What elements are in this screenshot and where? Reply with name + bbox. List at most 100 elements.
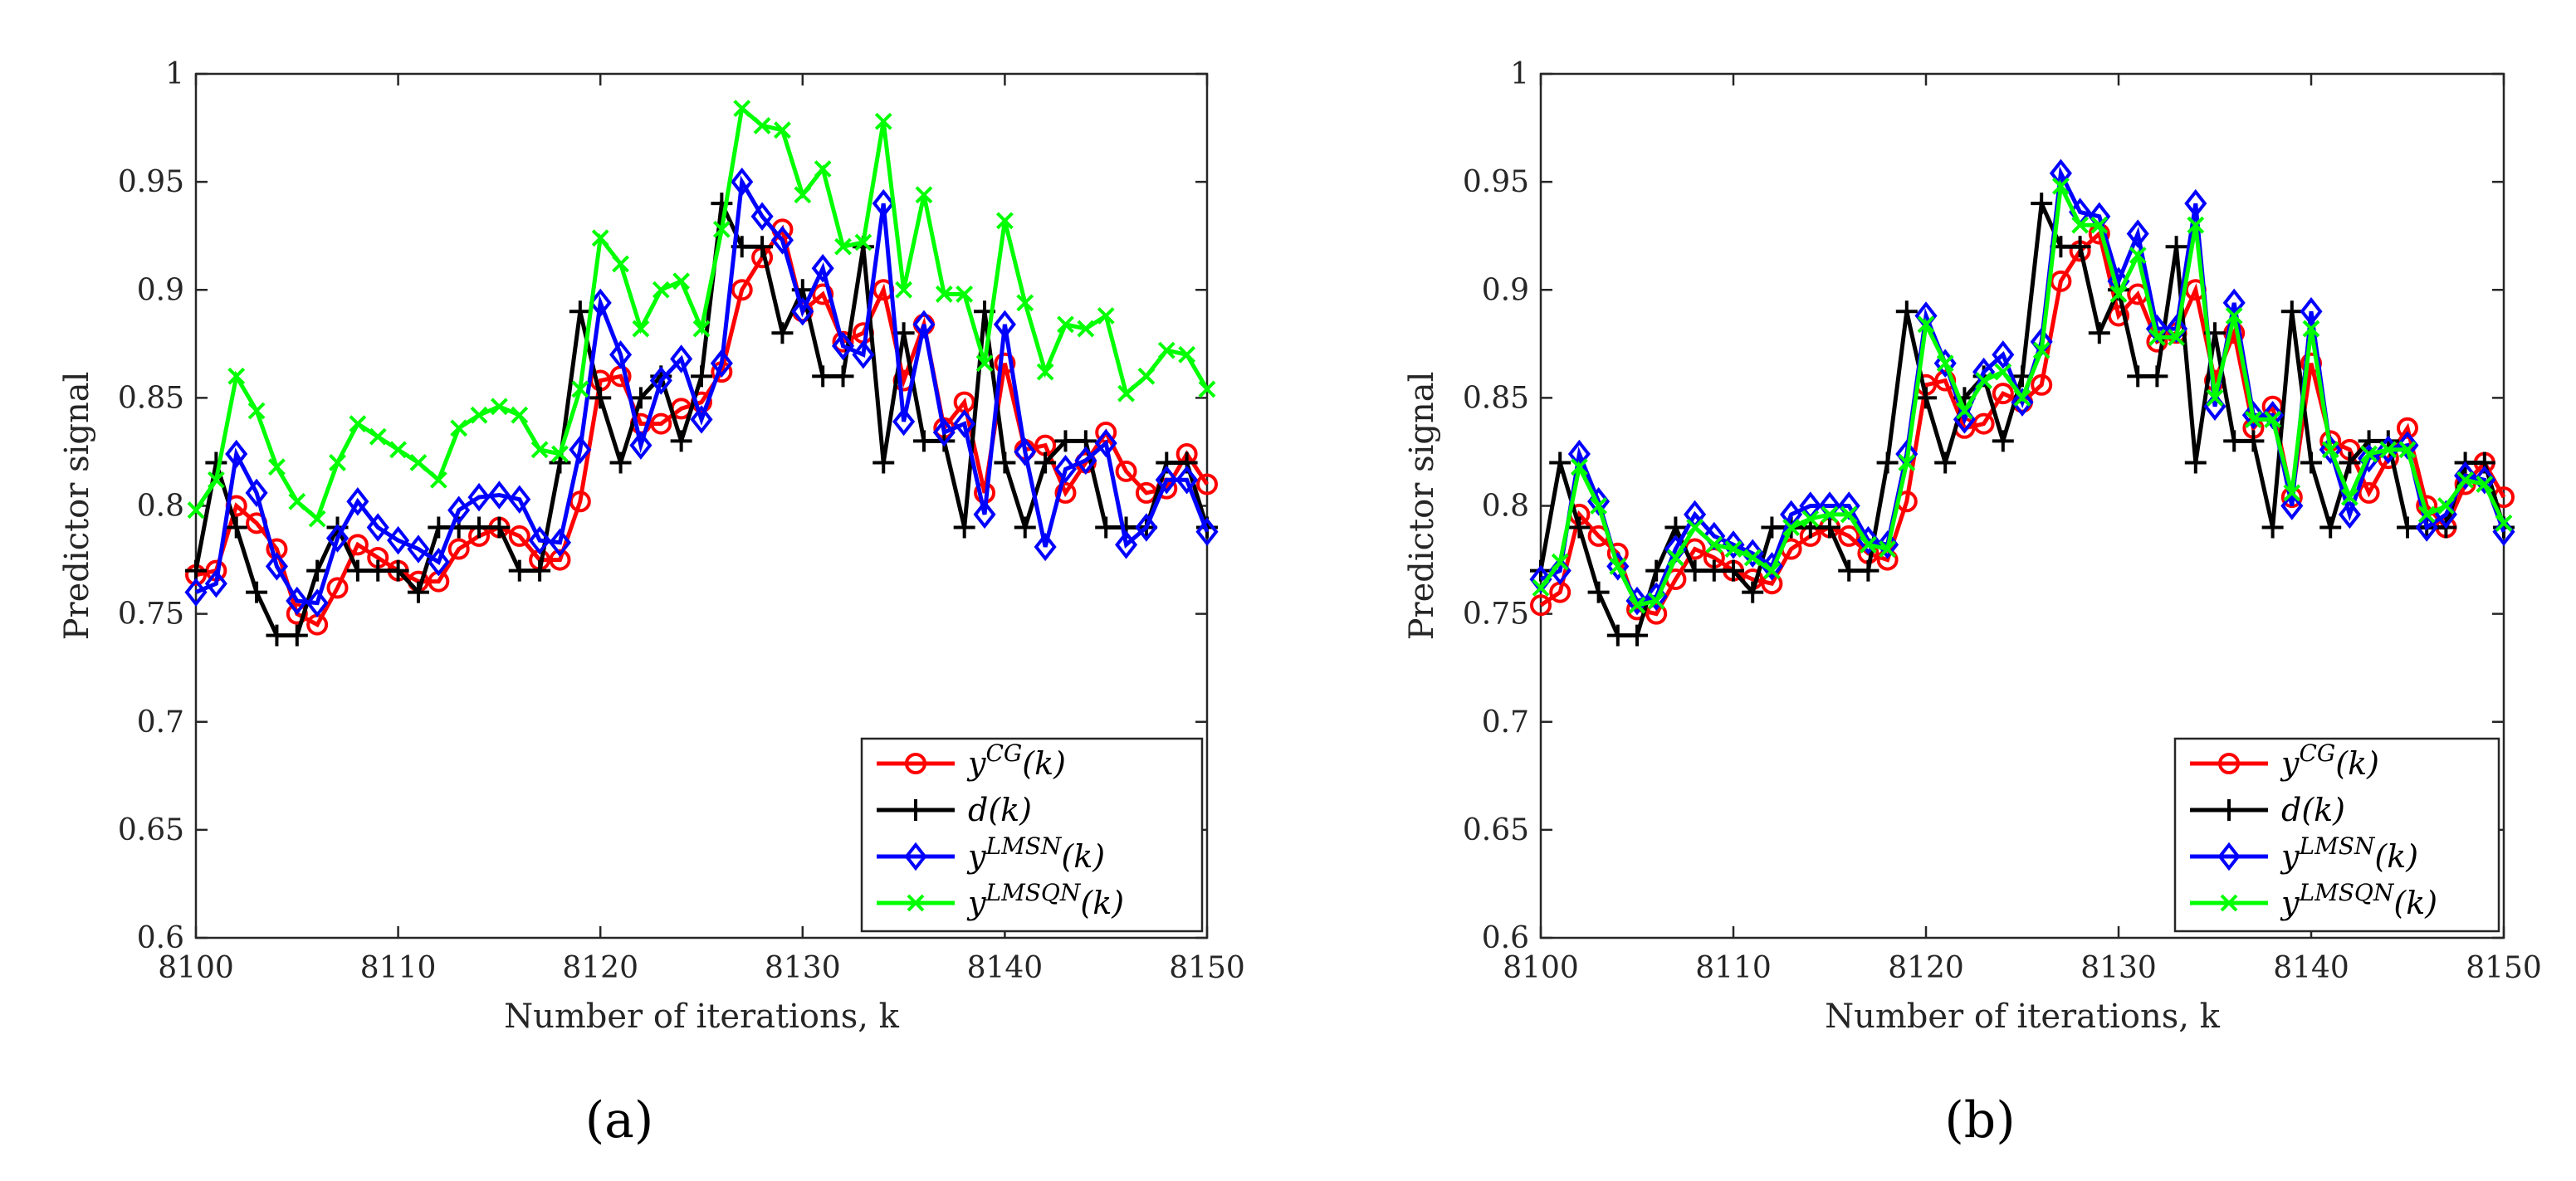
data-point	[2397, 417, 2418, 439]
data-point	[1838, 525, 1860, 547]
data-point	[1992, 383, 2014, 405]
data-point	[1972, 412, 1995, 435]
data-point	[751, 236, 774, 258]
data-point	[994, 352, 1016, 374]
data-point	[1549, 451, 1572, 474]
data-point	[1898, 454, 1916, 471]
data-point	[811, 253, 834, 283]
data-point	[649, 366, 672, 395]
data-point	[2148, 329, 2166, 346]
data-point	[935, 285, 953, 303]
data-point	[286, 624, 308, 647]
data-point	[1994, 363, 2012, 381]
y-tick-label: 0.95	[118, 165, 184, 199]
data-point	[814, 160, 832, 178]
data-point	[187, 501, 205, 520]
data-point	[407, 581, 429, 603]
data-point	[733, 100, 751, 118]
data-point	[1724, 540, 1743, 558]
data-point	[325, 524, 349, 553]
data-point	[2126, 219, 2149, 248]
data-point	[1762, 562, 1781, 579]
data-point	[2108, 305, 2129, 327]
panel-label: (a)	[585, 1091, 654, 1149]
series-yLMSQN(k)	[187, 100, 1216, 528]
data-point	[892, 407, 916, 437]
data-point	[266, 624, 288, 647]
legend-label: yCG(k)	[966, 739, 1066, 782]
data-point	[652, 281, 670, 299]
data-point	[185, 559, 207, 582]
data-point	[548, 528, 572, 557]
data-point	[2129, 246, 2147, 265]
data-point	[1705, 535, 1723, 554]
data-point	[1857, 559, 1879, 582]
data-point	[265, 552, 288, 581]
y-tick-label: 0.65	[118, 813, 184, 847]
data-point	[812, 283, 834, 305]
data-point	[690, 405, 713, 434]
data-point	[852, 340, 875, 369]
data-point	[2360, 445, 2378, 463]
data-point	[447, 495, 471, 525]
data-point	[227, 367, 246, 385]
data-point	[975, 354, 994, 373]
data-point	[1054, 430, 1077, 452]
data-point	[346, 559, 369, 582]
data-point	[1915, 387, 1937, 409]
data-point	[1934, 451, 1957, 474]
data-point	[1135, 513, 1158, 542]
x-tick-label: 8120	[1888, 951, 1964, 985]
data-point	[2244, 410, 2262, 428]
data-point	[1074, 446, 1097, 476]
data-point	[1195, 517, 1219, 546]
data-point	[490, 398, 508, 416]
data-point	[1743, 549, 1762, 567]
y-tick-label: 0.8	[1482, 490, 1529, 524]
data-point	[551, 445, 569, 463]
data-point	[692, 320, 711, 338]
data-point	[1014, 516, 1036, 539]
data-point	[794, 186, 812, 204]
data-point	[994, 451, 1016, 474]
y-tick-label: 0.6	[1482, 921, 1529, 955]
data-point	[450, 419, 468, 437]
data-point	[1137, 367, 1156, 385]
data-point	[2242, 430, 2265, 452]
data-point	[2109, 285, 2128, 303]
data-point	[569, 490, 591, 513]
data-point	[753, 117, 771, 134]
data-point	[1570, 458, 1588, 476]
data-point	[912, 430, 935, 452]
data-point	[993, 310, 1016, 339]
legend-marker	[904, 842, 927, 871]
data-point	[2280, 491, 2304, 520]
y-tick-label: 0.85	[118, 381, 184, 415]
data-point	[225, 439, 248, 469]
data-point	[1094, 428, 1117, 458]
data-point	[528, 525, 551, 555]
data-point	[530, 441, 549, 459]
data-point	[2184, 188, 2207, 218]
data-point	[1664, 516, 1687, 539]
y-tick-label: 0.75	[1463, 598, 1529, 632]
data-point	[2415, 513, 2438, 542]
data-point	[2184, 451, 2207, 474]
data-point	[569, 300, 591, 323]
data-point	[346, 534, 369, 556]
data-point	[286, 586, 309, 616]
data-point	[691, 365, 712, 388]
legend-label: d(k)	[968, 792, 1032, 828]
data-point	[1532, 578, 1550, 597]
series-line	[195, 175, 1210, 606]
data-point	[366, 513, 389, 542]
data-point	[2340, 488, 2358, 506]
data-point	[2032, 341, 2051, 359]
legend-marker	[905, 753, 926, 774]
data-point	[571, 380, 589, 398]
data-point	[1955, 402, 1973, 420]
data-point	[670, 344, 693, 373]
data-point	[1529, 564, 1552, 594]
data-point	[1821, 505, 1839, 524]
